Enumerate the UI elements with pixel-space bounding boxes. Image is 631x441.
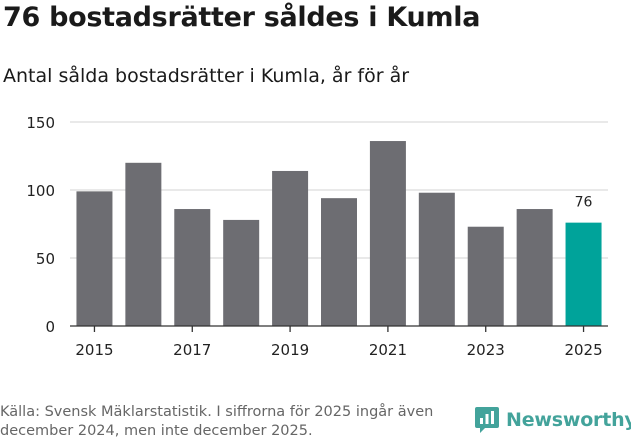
bar: [272, 170, 309, 326]
x-tick-label: 2015: [75, 341, 113, 359]
x-tick-label: 2023: [467, 341, 505, 359]
brand-name: Newsworthy: [506, 409, 631, 431]
y-tick-label: 150: [26, 114, 55, 132]
bar: [125, 162, 162, 326]
chart-title: 76 bostadsrätter såldes i Kumla: [3, 2, 481, 33]
newsworthy-logo-icon: [475, 407, 499, 433]
bar: [565, 222, 602, 326]
bar: [418, 192, 455, 326]
brand-logo: Newsworthy: [474, 406, 631, 434]
bar: [369, 141, 406, 326]
bar: [174, 209, 211, 326]
chart-subtitle: Antal sålda bostadsrätter i Kumla, år fö…: [3, 65, 410, 87]
source-line-1: Källa: Svensk Mäklarstatistik. I siffror…: [0, 404, 434, 420]
bar: [223, 219, 260, 326]
source-note: Källa: Svensk Mäklarstatistik. I siffror…: [0, 403, 470, 441]
x-tick-label: 2021: [369, 341, 407, 359]
y-tick-label: 50: [36, 250, 55, 268]
y-tick-label: 0: [45, 318, 55, 336]
x-tick-label: 2019: [271, 341, 309, 359]
bar: [467, 226, 504, 326]
bar: [321, 198, 357, 326]
bar-chart: 0 50 100 150 2015 2017 2019 2021 2023 2025 76: [26, 114, 608, 359]
data-label: 76: [575, 195, 593, 211]
bar: [76, 191, 113, 326]
x-tick-label: 2017: [173, 341, 211, 359]
source-line-2: december 2024, men inte december 2025.: [0, 423, 313, 439]
bar: [516, 209, 553, 326]
y-tick-label: 100: [26, 182, 55, 200]
x-tick-label: 2025: [564, 341, 602, 359]
